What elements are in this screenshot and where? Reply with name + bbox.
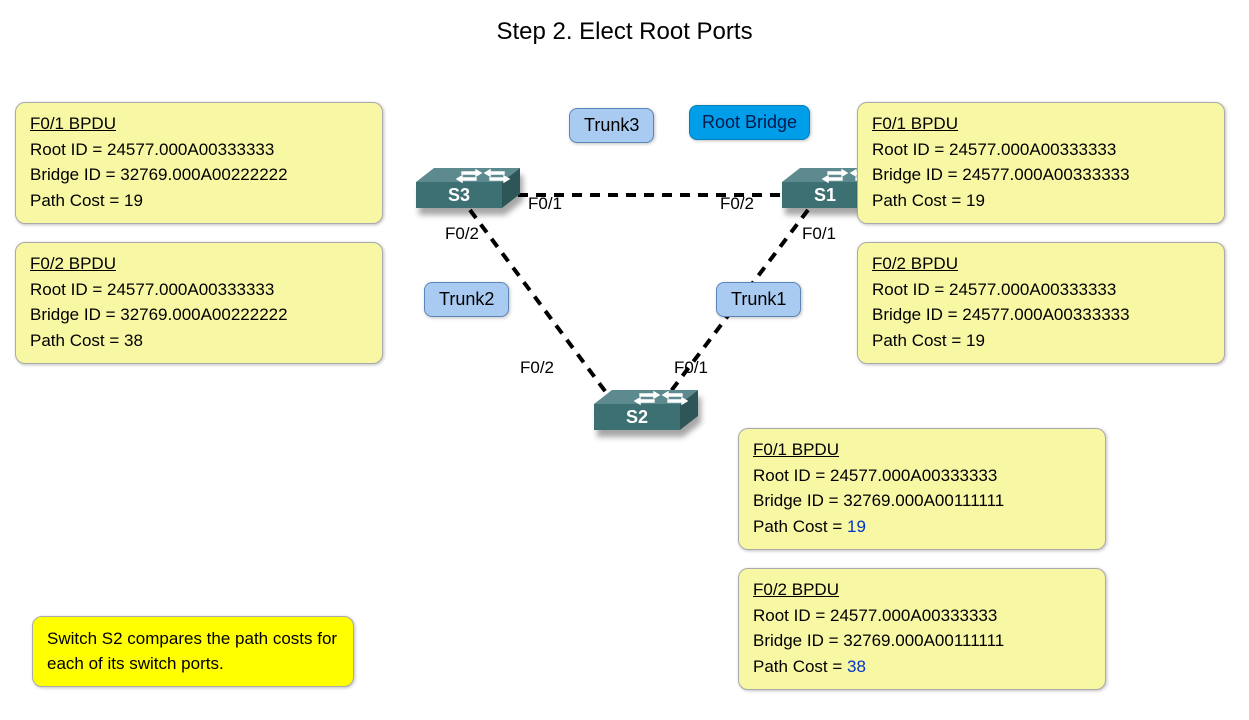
bpdu-rootid: Root ID = 24577.000A00333333 [872,137,1210,163]
bpdu-pathcost: Path Cost = 38 [30,328,368,354]
port-s2-f01: F0/1 [674,358,708,378]
bpdu-header: F0/1 BPDU [30,111,368,137]
bpdu-rootid: Root ID = 24577.000A00333333 [753,463,1091,489]
trunk2-label: Trunk2 [424,282,509,317]
bpdu-bridgeid: Bridge ID = 32769.000A00222222 [30,162,368,188]
page-title: Step 2. Elect Root Ports [0,18,1249,46]
note-box: Switch S2 compares the path costs for ea… [32,616,354,687]
trunk1-label: Trunk1 [716,282,801,317]
switch-s3 [416,168,520,208]
bpdu-pathcost: Path Cost = 19 [753,514,1091,540]
port-s1-f02: F0/2 [720,194,754,214]
port-s3-f02: F0/2 [445,224,479,244]
port-s3-f01: F0/1 [528,194,562,214]
bpdu-rootid: Root ID = 24577.000A00333333 [872,277,1210,303]
bpdu-pathcost: Path Cost = 19 [872,188,1210,214]
port-s1-f01: F0/1 [802,224,836,244]
switch-s1-label: S1 [782,185,868,206]
bpdu-rootid: Root ID = 24577.000A00333333 [753,603,1091,629]
bpdu-bridgeid: Bridge ID = 32769.000A00111111 [753,488,1091,514]
bpdu-header: F0/2 BPDU [753,577,1091,603]
switch-s2 [594,390,698,430]
bpdu-rootid: Root ID = 24577.000A00333333 [30,137,368,163]
trunk3-label: Trunk3 [569,108,654,143]
bpdu-rootid: Root ID = 24577.000A00333333 [30,277,368,303]
bpdu-bridgeid: Bridge ID = 24577.000A00333333 [872,302,1210,328]
bpdu-s2-f02: F0/2 BPDU Root ID = 24577.000A00333333 B… [738,568,1106,690]
bpdu-pathcost: Path Cost = 19 [30,188,368,214]
bpdu-s1-f01: F0/1 BPDU Root ID = 24577.000A00333333 B… [857,102,1225,224]
bpdu-bridgeid: Bridge ID = 24577.000A00333333 [872,162,1210,188]
root-bridge-badge: Root Bridge [689,105,810,140]
bpdu-pathcost: Path Cost = 38 [753,654,1091,680]
port-s2-f02: F0/2 [520,358,554,378]
bpdu-bridgeid: Bridge ID = 32769.000A00222222 [30,302,368,328]
bpdu-header: F0/2 BPDU [872,251,1210,277]
bpdu-s3-f01: F0/1 BPDU Root ID = 24577.000A00333333 B… [15,102,383,224]
bpdu-s1-f02: F0/2 BPDU Root ID = 24577.000A00333333 B… [857,242,1225,364]
switch-s3-label: S3 [416,185,502,206]
bpdu-bridgeid: Bridge ID = 32769.000A00111111 [753,628,1091,654]
bpdu-s3-f02: F0/2 BPDU Root ID = 24577.000A00333333 B… [15,242,383,364]
bpdu-pathcost: Path Cost = 19 [872,328,1210,354]
bpdu-header: F0/1 BPDU [753,437,1091,463]
bpdu-header: F0/2 BPDU [30,251,368,277]
switch-s2-label: S2 [594,407,680,428]
bpdu-header: F0/1 BPDU [872,111,1210,137]
bpdu-s2-f01: F0/1 BPDU Root ID = 24577.000A00333333 B… [738,428,1106,550]
